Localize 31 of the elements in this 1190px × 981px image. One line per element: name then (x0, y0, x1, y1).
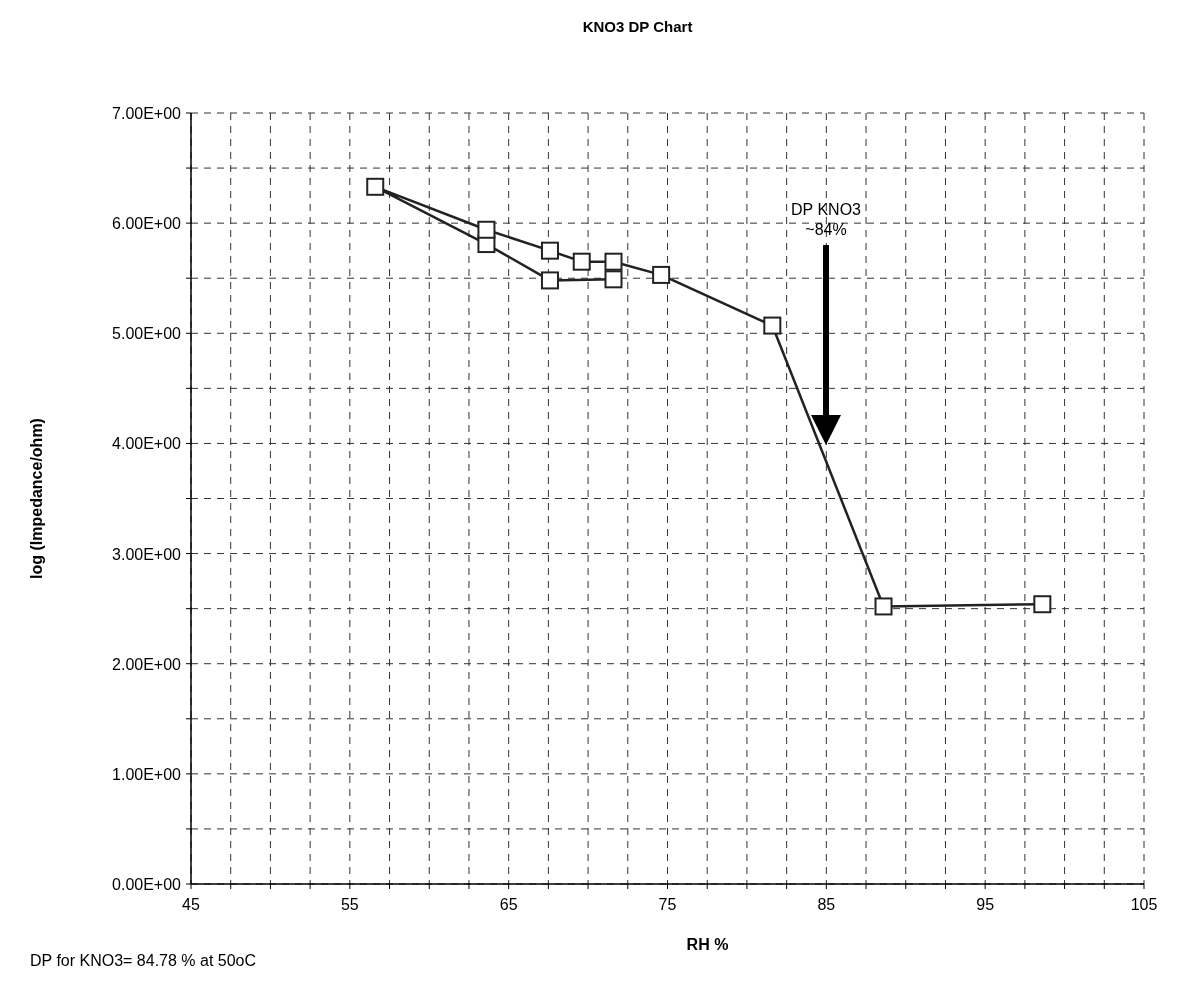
point (874, 597, 893, 616)
point (540, 241, 559, 260)
y-tick-label: 3.00E+00 (112, 545, 182, 563)
text: DP for KNO3= 84.78 % at 50oC (30, 952, 257, 969)
x-tick-label: 55 (340, 896, 359, 913)
y-tick-label: 2.00E+00 (112, 655, 182, 673)
x-tick-label: 105 (1130, 896, 1158, 913)
x-axis-title: RH % (686, 936, 729, 953)
y-tick-label: 6.00E+00 (112, 215, 182, 233)
point (1033, 595, 1052, 614)
point (652, 265, 671, 284)
point (477, 220, 496, 239)
x-tick-label: 65 (499, 896, 518, 913)
chart-title: KNO3 DP Chart (582, 18, 693, 35)
point (366, 177, 385, 196)
y-axis-title: log (Impedance/ohm) (28, 418, 45, 579)
point (572, 252, 591, 271)
point (604, 270, 623, 289)
x-tick-label: 45 (182, 896, 200, 913)
point (540, 271, 559, 290)
y-tick-label: 0.00E+00 (112, 876, 182, 893)
point (604, 252, 623, 271)
y-tick-label: 7.00E+00 (112, 105, 182, 122)
x-tick-label: 95 (976, 896, 995, 913)
x-tick-label: 75 (658, 896, 677, 913)
point (763, 316, 782, 335)
annotation: DP KNO3 ~84% (791, 201, 862, 238)
y-tick-label: 5.00E+00 (112, 325, 182, 343)
x-tick-label: 85 (817, 896, 836, 913)
y-tick-label: 4.00E+00 (112, 435, 182, 453)
y-tick-label: 1.00E+00 (112, 765, 182, 783)
